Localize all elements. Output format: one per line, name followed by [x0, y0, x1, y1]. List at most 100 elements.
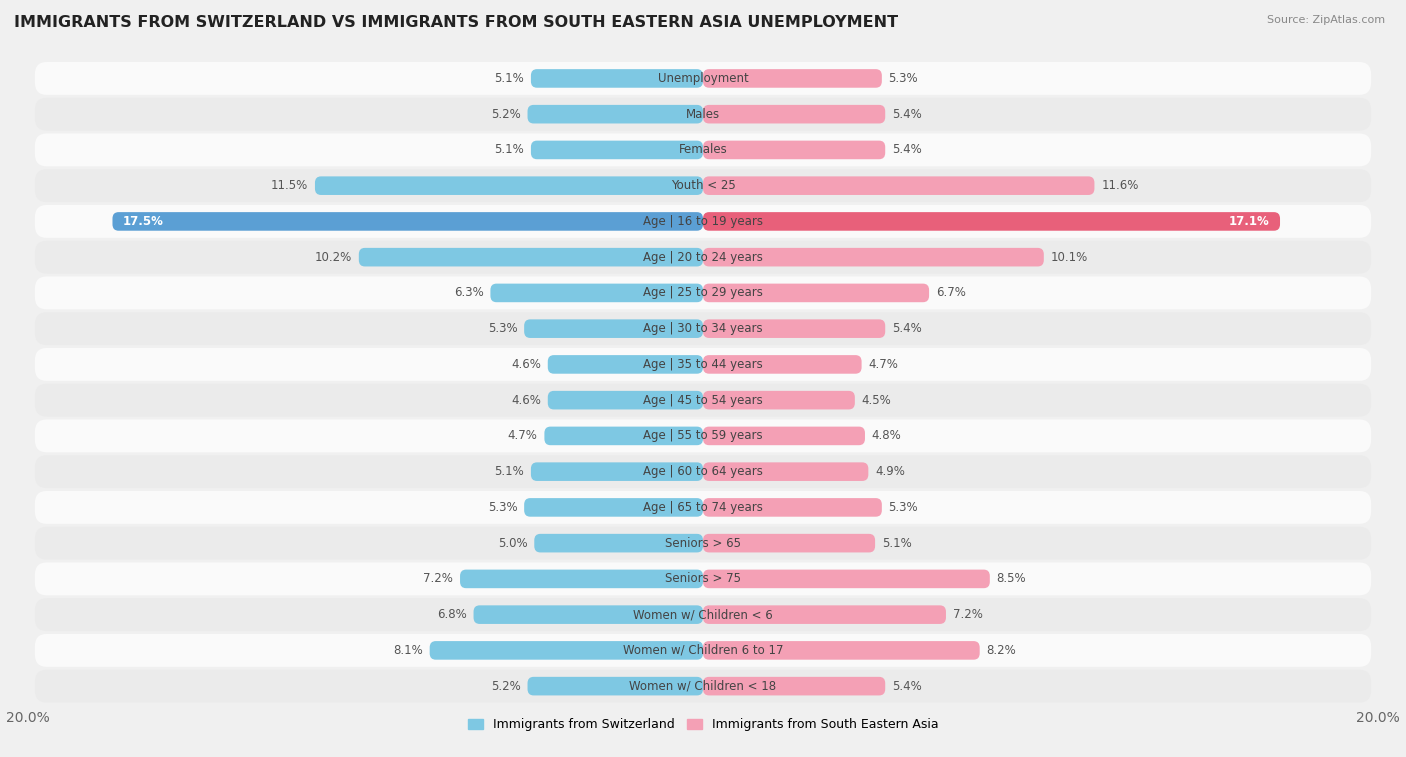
Text: Unemployment: Unemployment	[658, 72, 748, 85]
FancyBboxPatch shape	[534, 534, 703, 553]
Text: 5.3%: 5.3%	[889, 72, 918, 85]
FancyBboxPatch shape	[35, 634, 1371, 667]
Text: 5.1%: 5.1%	[882, 537, 911, 550]
FancyBboxPatch shape	[531, 69, 703, 88]
Text: 5.0%: 5.0%	[498, 537, 527, 550]
Text: 6.7%: 6.7%	[936, 286, 966, 300]
Text: Source: ZipAtlas.com: Source: ZipAtlas.com	[1267, 15, 1385, 25]
Text: Age | 35 to 44 years: Age | 35 to 44 years	[643, 358, 763, 371]
Text: 4.7%: 4.7%	[508, 429, 537, 442]
Text: Age | 25 to 29 years: Age | 25 to 29 years	[643, 286, 763, 300]
FancyBboxPatch shape	[703, 176, 1094, 195]
Text: Age | 45 to 54 years: Age | 45 to 54 years	[643, 394, 763, 407]
Text: 4.7%: 4.7%	[869, 358, 898, 371]
FancyBboxPatch shape	[527, 677, 703, 696]
FancyBboxPatch shape	[35, 527, 1371, 559]
FancyBboxPatch shape	[544, 427, 703, 445]
Text: 4.6%: 4.6%	[512, 358, 541, 371]
FancyBboxPatch shape	[35, 276, 1371, 310]
FancyBboxPatch shape	[35, 133, 1371, 167]
Text: Age | 65 to 74 years: Age | 65 to 74 years	[643, 501, 763, 514]
FancyBboxPatch shape	[35, 419, 1371, 453]
FancyBboxPatch shape	[359, 248, 703, 266]
Text: IMMIGRANTS FROM SWITZERLAND VS IMMIGRANTS FROM SOUTH EASTERN ASIA UNEMPLOYMENT: IMMIGRANTS FROM SWITZERLAND VS IMMIGRANT…	[14, 15, 898, 30]
FancyBboxPatch shape	[524, 498, 703, 517]
FancyBboxPatch shape	[703, 355, 862, 374]
FancyBboxPatch shape	[703, 391, 855, 410]
FancyBboxPatch shape	[112, 212, 703, 231]
Text: 7.2%: 7.2%	[953, 608, 983, 621]
FancyBboxPatch shape	[703, 69, 882, 88]
FancyBboxPatch shape	[35, 205, 1371, 238]
Text: 10.2%: 10.2%	[315, 251, 352, 263]
Text: Age | 55 to 59 years: Age | 55 to 59 years	[643, 429, 763, 442]
Text: 5.2%: 5.2%	[491, 107, 520, 120]
Text: 11.5%: 11.5%	[271, 179, 308, 192]
FancyBboxPatch shape	[315, 176, 703, 195]
Text: 7.2%: 7.2%	[423, 572, 453, 585]
FancyBboxPatch shape	[35, 62, 1371, 95]
FancyBboxPatch shape	[703, 141, 886, 159]
FancyBboxPatch shape	[703, 248, 1043, 266]
FancyBboxPatch shape	[524, 319, 703, 338]
FancyBboxPatch shape	[548, 391, 703, 410]
FancyBboxPatch shape	[703, 569, 990, 588]
Text: Females: Females	[679, 143, 727, 157]
Text: Seniors > 65: Seniors > 65	[665, 537, 741, 550]
FancyBboxPatch shape	[35, 670, 1371, 702]
Text: Age | 20 to 24 years: Age | 20 to 24 years	[643, 251, 763, 263]
FancyBboxPatch shape	[35, 98, 1371, 131]
FancyBboxPatch shape	[35, 348, 1371, 381]
FancyBboxPatch shape	[703, 212, 1279, 231]
Text: 4.8%: 4.8%	[872, 429, 901, 442]
Text: 5.3%: 5.3%	[488, 322, 517, 335]
Text: 5.1%: 5.1%	[495, 143, 524, 157]
Text: 5.3%: 5.3%	[889, 501, 918, 514]
FancyBboxPatch shape	[35, 384, 1371, 416]
Legend: Immigrants from Switzerland, Immigrants from South Eastern Asia: Immigrants from Switzerland, Immigrants …	[463, 713, 943, 737]
Text: 5.1%: 5.1%	[495, 72, 524, 85]
Text: 8.1%: 8.1%	[394, 644, 423, 657]
Text: Youth < 25: Youth < 25	[671, 179, 735, 192]
Text: Age | 16 to 19 years: Age | 16 to 19 years	[643, 215, 763, 228]
Text: Males: Males	[686, 107, 720, 120]
Text: 5.1%: 5.1%	[495, 465, 524, 478]
FancyBboxPatch shape	[491, 284, 703, 302]
FancyBboxPatch shape	[703, 641, 980, 659]
FancyBboxPatch shape	[35, 562, 1371, 595]
FancyBboxPatch shape	[430, 641, 703, 659]
FancyBboxPatch shape	[35, 598, 1371, 631]
Text: 4.9%: 4.9%	[875, 465, 905, 478]
FancyBboxPatch shape	[35, 491, 1371, 524]
FancyBboxPatch shape	[703, 498, 882, 517]
FancyBboxPatch shape	[527, 105, 703, 123]
Text: 17.1%: 17.1%	[1229, 215, 1270, 228]
FancyBboxPatch shape	[703, 105, 886, 123]
FancyBboxPatch shape	[531, 463, 703, 481]
Text: 8.5%: 8.5%	[997, 572, 1026, 585]
FancyBboxPatch shape	[35, 170, 1371, 202]
FancyBboxPatch shape	[35, 241, 1371, 273]
FancyBboxPatch shape	[474, 606, 703, 624]
Text: 5.2%: 5.2%	[491, 680, 520, 693]
FancyBboxPatch shape	[531, 141, 703, 159]
FancyBboxPatch shape	[703, 534, 875, 553]
FancyBboxPatch shape	[703, 284, 929, 302]
Text: 11.6%: 11.6%	[1101, 179, 1139, 192]
Text: Women w/ Children 6 to 17: Women w/ Children 6 to 17	[623, 644, 783, 657]
Text: Women w/ Children < 6: Women w/ Children < 6	[633, 608, 773, 621]
Text: Age | 60 to 64 years: Age | 60 to 64 years	[643, 465, 763, 478]
Text: 8.2%: 8.2%	[987, 644, 1017, 657]
FancyBboxPatch shape	[35, 312, 1371, 345]
FancyBboxPatch shape	[703, 427, 865, 445]
Text: Seniors > 75: Seniors > 75	[665, 572, 741, 585]
Text: 6.3%: 6.3%	[454, 286, 484, 300]
FancyBboxPatch shape	[548, 355, 703, 374]
Text: 17.5%: 17.5%	[122, 215, 163, 228]
Text: 5.4%: 5.4%	[891, 143, 922, 157]
Text: 6.8%: 6.8%	[437, 608, 467, 621]
Text: Women w/ Children < 18: Women w/ Children < 18	[630, 680, 776, 693]
Text: 4.6%: 4.6%	[512, 394, 541, 407]
FancyBboxPatch shape	[703, 463, 869, 481]
Text: 5.3%: 5.3%	[488, 501, 517, 514]
